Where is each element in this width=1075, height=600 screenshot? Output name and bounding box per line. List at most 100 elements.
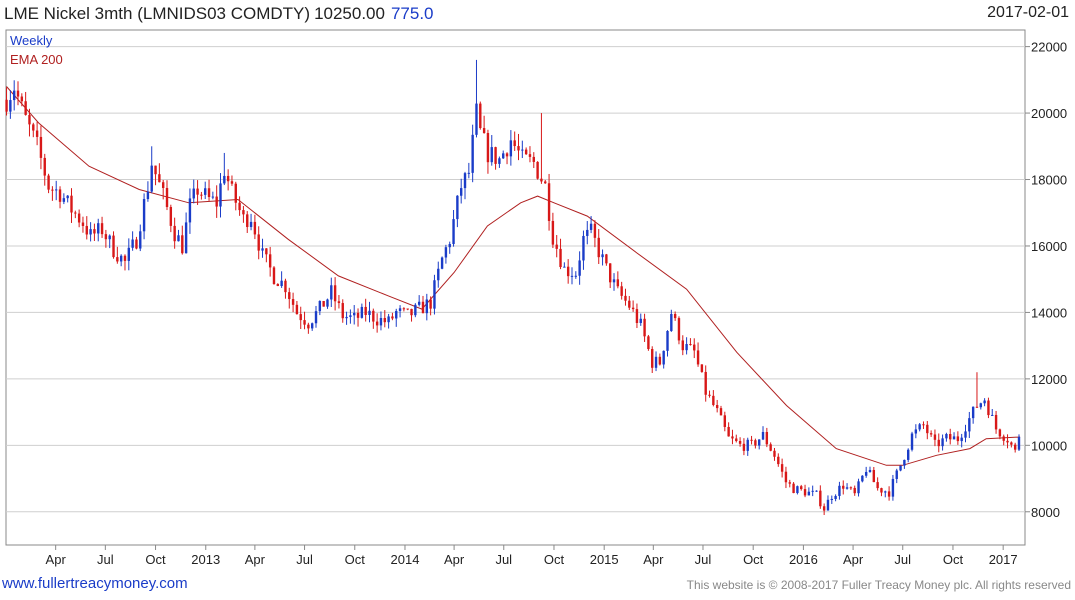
candle-down <box>234 183 237 203</box>
candle-up <box>330 285 333 300</box>
candle-down <box>35 130 39 137</box>
candle-down <box>673 313 677 319</box>
candle-down <box>704 371 707 395</box>
candle-down <box>750 439 753 441</box>
instrument-title: LME Nickel 3mth (LMNIDS03 COMDTY) <box>4 4 311 23</box>
candle-down <box>226 175 230 182</box>
candle-up <box>452 219 455 245</box>
candle-up <box>490 147 493 163</box>
candle-down <box>356 312 360 318</box>
candle-up <box>395 310 398 319</box>
copyright-note: This website is © 2008-2017 Fuller Treac… <box>686 578 1071 592</box>
candle-up <box>310 323 314 329</box>
candle-down <box>700 364 704 372</box>
candle-down <box>230 181 234 184</box>
candle-up <box>971 406 975 419</box>
candle-up <box>414 304 417 316</box>
candle-up <box>964 431 967 438</box>
candle-down <box>689 344 692 346</box>
candle-up <box>662 350 665 365</box>
y-tick-label: 8000 <box>1031 505 1060 520</box>
candle-down <box>322 300 325 307</box>
candle-up <box>612 279 616 283</box>
candle-down <box>173 225 176 242</box>
candle-down <box>524 149 528 155</box>
candle-up <box>119 255 123 262</box>
candle-down <box>276 284 280 287</box>
candle-down <box>123 255 127 261</box>
candle-up <box>97 223 100 234</box>
candle-up <box>417 301 421 305</box>
candle-down <box>872 469 876 483</box>
site-link[interactable]: www.fullertreacymoney.com <box>2 575 188 592</box>
x-tick-label: 2017 <box>989 552 1018 567</box>
candle-down <box>482 128 486 134</box>
candle-down <box>715 405 719 409</box>
candle-down <box>303 320 306 325</box>
x-tick-label: Oct <box>345 552 366 567</box>
candle-up <box>192 188 195 199</box>
candle-up <box>746 439 749 451</box>
x-tick-label: Jul <box>894 552 911 567</box>
candle-up <box>654 356 658 368</box>
candle-down <box>849 487 853 489</box>
candle-down <box>754 440 757 446</box>
candle-up <box>387 316 390 323</box>
candle-down <box>341 303 344 319</box>
candle-up <box>857 481 860 494</box>
candle-down <box>929 433 933 435</box>
candle-down <box>406 308 409 310</box>
candle-down <box>738 441 742 444</box>
candle-up <box>796 486 799 494</box>
candle-down <box>165 187 169 208</box>
candle-up <box>666 330 669 351</box>
candle-down <box>937 439 940 447</box>
candle-up <box>639 318 642 324</box>
candle-up <box>448 244 451 248</box>
candle-up <box>884 491 887 493</box>
candle-down <box>566 266 570 277</box>
candle-up <box>437 268 440 281</box>
candle-up <box>459 188 463 196</box>
candle-down <box>16 90 20 97</box>
candle-up <box>349 315 352 317</box>
candle-up <box>433 280 436 309</box>
candle-down <box>593 223 597 238</box>
candle-down <box>337 301 341 304</box>
candle-down <box>421 301 425 314</box>
candle-down <box>735 438 738 442</box>
candle-up <box>586 229 589 236</box>
candle-up <box>868 469 872 472</box>
candle-down <box>5 99 8 112</box>
candle-up <box>9 100 12 112</box>
candle-up <box>475 103 478 135</box>
candle-down <box>100 223 104 235</box>
candle-down <box>291 299 295 305</box>
candle-up <box>521 149 524 151</box>
candle-down <box>299 314 302 321</box>
x-tick-label: Oct <box>145 552 166 567</box>
candle-down <box>773 450 776 457</box>
candle-down <box>1010 442 1013 445</box>
candle-up <box>89 229 92 235</box>
y-tick-label: 22000 <box>1031 40 1067 55</box>
candle-down <box>800 486 803 490</box>
candle-down <box>926 424 929 434</box>
candle-up <box>807 491 811 496</box>
candle-up <box>12 90 16 101</box>
candle-down <box>268 254 272 268</box>
candle-up <box>891 478 895 497</box>
candle-down <box>949 433 952 440</box>
x-tick-label: Jul <box>695 552 712 567</box>
candle-down <box>429 299 432 309</box>
candle-down <box>284 280 287 293</box>
candle-down <box>658 356 662 365</box>
candle-up <box>440 257 444 269</box>
candle-down <box>364 306 367 315</box>
candle-up <box>467 172 471 174</box>
candle-up <box>188 198 192 223</box>
candle-down <box>708 394 711 396</box>
candle-down <box>70 195 73 213</box>
candle-down <box>547 183 551 221</box>
candle-down <box>410 308 413 316</box>
